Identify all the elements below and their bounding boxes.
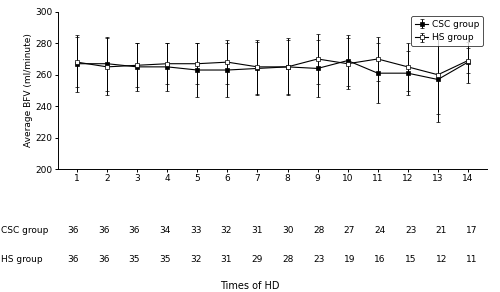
Text: 35: 35 xyxy=(159,256,171,264)
Y-axis label: Average BFV (ml/minute): Average BFV (ml/minute) xyxy=(24,34,32,147)
Text: CSC group: CSC group xyxy=(1,226,48,235)
Text: 27: 27 xyxy=(344,226,355,235)
Text: 19: 19 xyxy=(344,256,355,264)
Text: 23: 23 xyxy=(313,256,324,264)
Text: 28: 28 xyxy=(313,226,324,235)
Text: HS group: HS group xyxy=(1,256,42,264)
Text: 21: 21 xyxy=(436,226,447,235)
Text: 36: 36 xyxy=(67,226,78,235)
Text: 15: 15 xyxy=(405,256,416,264)
Text: 31: 31 xyxy=(220,256,232,264)
Text: 31: 31 xyxy=(252,226,263,235)
Text: 33: 33 xyxy=(190,226,202,235)
Text: 23: 23 xyxy=(405,226,416,235)
Text: Times of HD: Times of HD xyxy=(220,281,280,291)
Legend: CSC group, HS group: CSC group, HS group xyxy=(411,16,483,46)
Text: 35: 35 xyxy=(128,256,140,264)
Text: 28: 28 xyxy=(282,256,294,264)
Text: 36: 36 xyxy=(98,256,110,264)
Text: 16: 16 xyxy=(374,256,386,264)
Text: 36: 36 xyxy=(67,256,78,264)
Text: 11: 11 xyxy=(466,256,478,264)
Text: 32: 32 xyxy=(190,256,202,264)
Text: 34: 34 xyxy=(160,226,170,235)
Text: 36: 36 xyxy=(128,226,140,235)
Text: 12: 12 xyxy=(436,256,447,264)
Text: 29: 29 xyxy=(252,256,263,264)
Text: 36: 36 xyxy=(98,226,110,235)
Text: 32: 32 xyxy=(220,226,232,235)
Text: 17: 17 xyxy=(466,226,478,235)
Text: 24: 24 xyxy=(374,226,386,235)
Text: 30: 30 xyxy=(282,226,294,235)
